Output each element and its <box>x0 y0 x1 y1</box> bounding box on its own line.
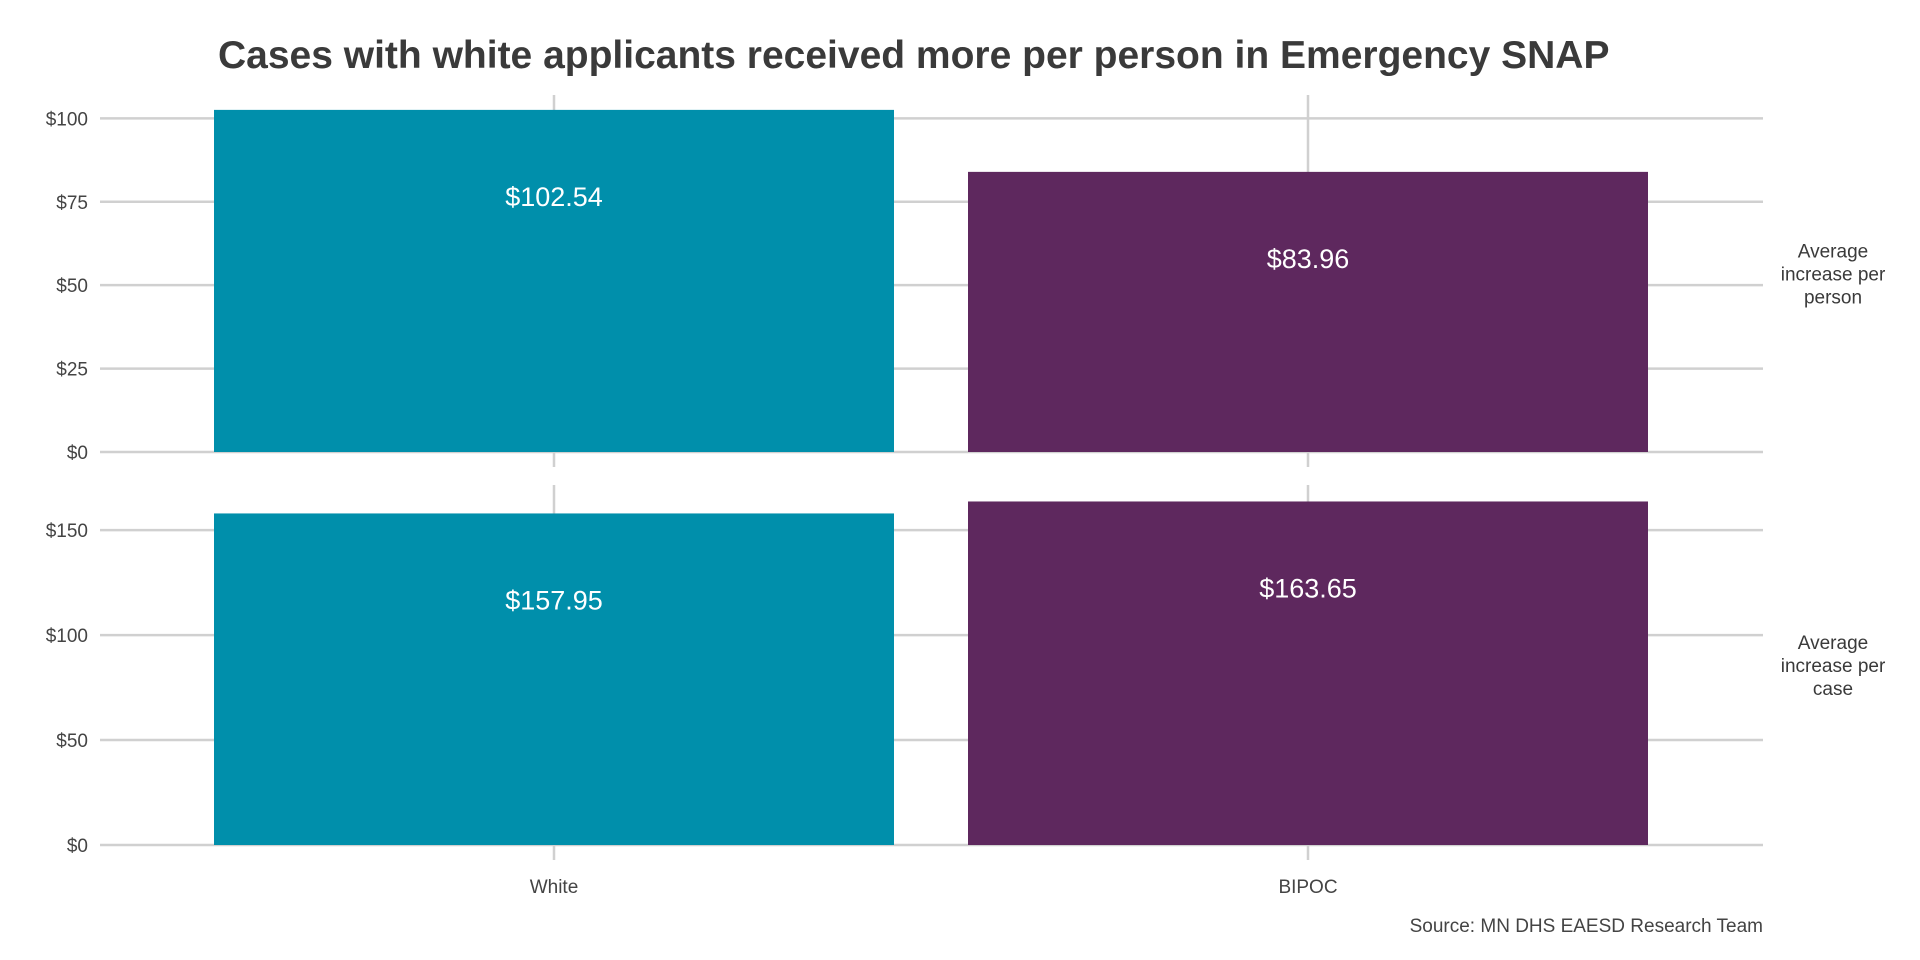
facet-label-line: increase per <box>1781 656 1886 677</box>
bar-white <box>214 109 894 453</box>
y-tick-label: $25 <box>56 360 88 381</box>
y-tick-label: $0 <box>67 443 88 464</box>
facet-label: Average increase per person <box>1781 242 1886 309</box>
bar-value-label: $102.54 <box>505 182 603 212</box>
y-tick-label: $50 <box>56 731 88 752</box>
y-tick-label: $100 <box>46 109 88 130</box>
chart-title: Cases with white applicants received mor… <box>218 34 1609 77</box>
bar-white <box>214 513 894 845</box>
bar-bipoc <box>968 501 1648 845</box>
y-tick-label: $100 <box>46 626 88 647</box>
x-tick-label-white: White <box>530 877 579 898</box>
bar-value-label: $163.65 <box>1259 573 1357 603</box>
bar-value-label: $157.95 <box>505 585 603 615</box>
facet-label-line: Average <box>1798 633 1868 654</box>
y-tick-label: $50 <box>56 276 88 297</box>
facet-label: Average increase per case <box>1781 633 1886 700</box>
x-tick-label-bipoc: BIPOC <box>1278 877 1337 898</box>
y-tick-label: $0 <box>67 836 88 857</box>
y-tick-label: $75 <box>56 193 88 214</box>
bar-bipoc <box>968 171 1648 453</box>
chart-source-caption: Source: MN DHS EAESD Research Team <box>1410 916 1763 937</box>
facet-label-line: case <box>1813 679 1853 700</box>
facet-label-line: Average <box>1798 242 1868 263</box>
facet-label-line: person <box>1804 288 1862 309</box>
y-tick-label: $150 <box>46 521 88 542</box>
facet-label-line: increase per <box>1781 265 1886 286</box>
bar-value-label: $83.96 <box>1267 244 1350 274</box>
